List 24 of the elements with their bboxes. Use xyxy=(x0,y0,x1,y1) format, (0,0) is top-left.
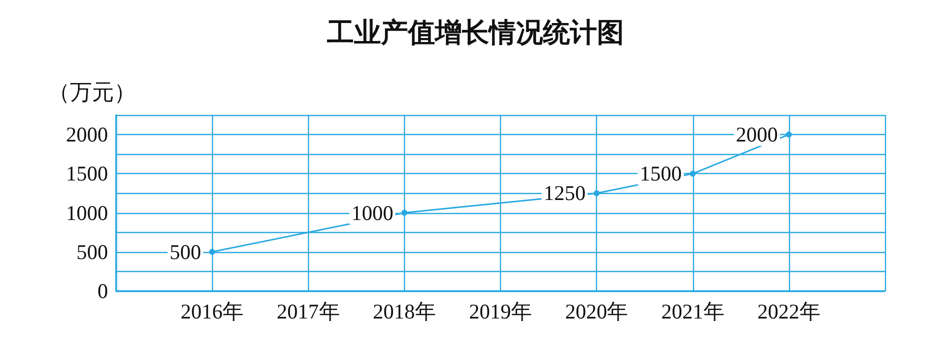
data-label: 1000 xyxy=(351,200,394,225)
y-tick-label: 500 xyxy=(76,240,108,264)
y-tick-label: 1000 xyxy=(66,200,108,225)
x-tick-label: 2019年 xyxy=(469,300,532,324)
y-tick-label: 1500 xyxy=(66,162,108,186)
data-label: 500 xyxy=(170,240,202,264)
x-tick-label: 2022年 xyxy=(757,300,820,324)
x-tick-label: 2016年 xyxy=(180,300,244,324)
x-tick-label: 2017年 xyxy=(276,300,340,324)
chart-title: 工业产值增长情况统计图 xyxy=(326,18,624,48)
x-tick-label: 2021年 xyxy=(661,300,724,324)
point xyxy=(690,170,696,177)
data-label: 1500 xyxy=(640,162,682,186)
y-axis-title: （万元） xyxy=(48,80,136,104)
y-tick-label: 0 xyxy=(98,279,108,303)
point xyxy=(209,248,216,255)
x-tick-label: 2018年 xyxy=(372,300,436,324)
data-label: 2000 xyxy=(736,122,778,147)
data-label: 1250 xyxy=(544,181,586,206)
point xyxy=(401,210,408,216)
x-tick-label: 2020年 xyxy=(565,300,628,324)
point xyxy=(786,132,792,138)
y-tick-label: 2000 xyxy=(66,122,108,147)
point xyxy=(594,190,600,196)
